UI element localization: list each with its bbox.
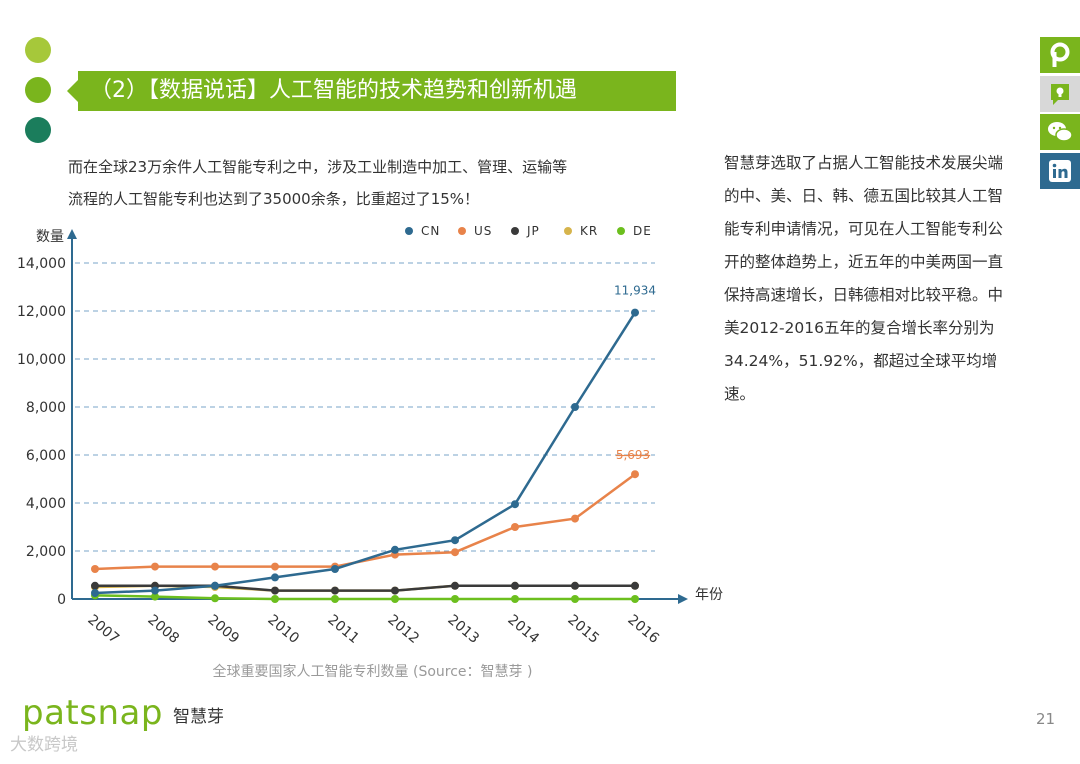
- x-axis-label: 年份: [695, 587, 723, 603]
- us-end-label: 5,693: [616, 448, 650, 462]
- data-point-jp: [511, 581, 519, 590]
- data-point-cn: [271, 573, 279, 582]
- series-line-cn: [94, 311, 637, 595]
- data-point-us: [271, 562, 279, 571]
- lightbulb-icon[interactable]: [1040, 76, 1080, 112]
- x-tick-label: 2012: [384, 612, 422, 647]
- wechat-icon[interactable]: [1040, 114, 1080, 150]
- data-point-cn: [91, 589, 99, 597]
- data-point-jp: [91, 581, 99, 590]
- data-point-us: [451, 548, 459, 557]
- data-point-de: [271, 595, 279, 603]
- x-tick-label: 2009: [204, 612, 242, 647]
- patsnap-logo: patsnap: [22, 693, 163, 733]
- legend-marker-jp: [511, 227, 519, 235]
- patsnap-icon[interactable]: [1040, 37, 1080, 73]
- data-point-us: [91, 565, 99, 573]
- legend-label-de: DE: [633, 224, 652, 238]
- data-point-jp: [331, 586, 339, 595]
- data-point-us: [151, 562, 159, 571]
- data-point-de: [331, 595, 339, 603]
- data-point-de: [151, 592, 159, 601]
- y-tick-label: 6,000: [26, 448, 66, 464]
- data-point-jp: [571, 581, 579, 590]
- data-point-cn: [451, 536, 459, 545]
- title-bar: [78, 71, 676, 111]
- data-point-jp: [451, 581, 459, 590]
- patsnap-logo-cn: 智慧芽: [173, 707, 224, 727]
- y-tick-label: 4,000: [26, 496, 66, 512]
- x-tick-label: 2013: [444, 612, 482, 647]
- y-tick-label: 12,000: [17, 304, 66, 320]
- decor-dot-light: [25, 37, 51, 63]
- data-point-us: [571, 514, 579, 523]
- data-point-cn: [391, 545, 399, 554]
- cn-end-label: 11,934: [614, 284, 656, 298]
- page-number: 21: [1036, 710, 1056, 728]
- data-point-cn: [571, 403, 579, 411]
- data-point-cn: [211, 581, 219, 590]
- data-point-cn: [631, 308, 639, 317]
- series-line-de: [94, 594, 635, 601]
- data-point-cn: [511, 500, 519, 509]
- y-tick-label: 8,000: [26, 400, 66, 416]
- title-notch: [67, 80, 78, 102]
- x-tick-label: 2008: [144, 612, 182, 647]
- y-tick-label: 14,000: [17, 256, 66, 272]
- legend-marker-kr: [564, 227, 572, 235]
- data-point-cn: [151, 586, 159, 595]
- x-tick-label: 2007: [84, 612, 122, 647]
- legend-label-kr: KR: [580, 224, 598, 238]
- x-tick-label: 2016: [624, 612, 662, 647]
- side-commentary: 智慧芽选取了占据人工智能技术发展尖端的中、美、日、韩、德五国比较其人工智能专利申…: [724, 154, 1004, 403]
- decor-dot-dark: [25, 117, 51, 143]
- x-tick-label: 2010: [264, 612, 302, 647]
- y-tick-label: 0: [57, 592, 66, 608]
- data-point-de: [391, 595, 399, 603]
- x-tick-label: 2014: [504, 612, 542, 647]
- legend-label-cn: CN: [421, 224, 440, 238]
- data-point-us: [631, 470, 639, 479]
- data-point-us: [211, 562, 219, 571]
- intro-text: 而在全球23万余件人工智能专利之中，涉及工业制造中加工、管理、运输等 流程的人工…: [68, 151, 698, 215]
- data-point-cn: [331, 565, 339, 573]
- data-point-jp: [631, 581, 639, 590]
- y-axis-arrow: [67, 229, 77, 239]
- data-point-de: [571, 595, 579, 603]
- chart-caption: 全球重要国家人工智能专利数量 (Source：智慧芽 ): [212, 664, 533, 680]
- x-axis-arrow: [678, 594, 688, 604]
- legend-marker-cn: [405, 227, 413, 235]
- x-tick-label: 2015: [564, 612, 602, 647]
- intro-line-1: 而在全球23万余件人工智能专利之中，涉及工业制造中加工、管理、运输等: [68, 158, 568, 176]
- data-point-de: [451, 595, 459, 603]
- legend-marker-us: [458, 227, 466, 235]
- linkedin-icon[interactable]: [1040, 153, 1080, 189]
- intro-line-2: 流程的人工智能专利也达到了35000余条，比重超过了15%！: [68, 190, 480, 208]
- legend-marker-de: [617, 227, 625, 235]
- y-axis-label: 数量: [36, 229, 64, 245]
- x-tick-label: 2011: [324, 612, 362, 647]
- y-tick-label: 10,000: [17, 352, 66, 368]
- data-point-jp: [271, 586, 279, 595]
- page-title: （2）【数据说话】人工智能的技术趋势和创新机遇: [90, 78, 577, 103]
- data-point-de: [631, 595, 639, 603]
- data-point-de: [211, 594, 219, 603]
- watermark: 大数跨境: [10, 735, 78, 755]
- data-point-de: [511, 595, 519, 603]
- decor-dot-green: [25, 77, 51, 103]
- series-line-jp: [95, 584, 635, 592]
- data-point-jp: [391, 586, 399, 595]
- legend-label-us: US: [474, 224, 492, 238]
- series-line-us: [94, 473, 636, 571]
- y-tick-label: 2,000: [26, 544, 66, 560]
- legend-label-jp: JP: [526, 224, 540, 238]
- data-point-us: [511, 523, 519, 531]
